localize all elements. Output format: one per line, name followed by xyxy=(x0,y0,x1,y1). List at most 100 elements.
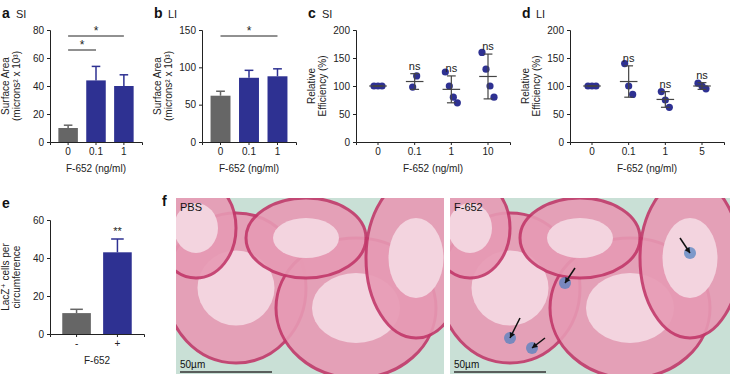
point xyxy=(490,94,497,101)
micrograph-body xyxy=(450,198,730,374)
figure-root: 02040608000.11**aSISurface Area(microns²… xyxy=(0,0,732,378)
tissue xyxy=(450,198,510,278)
arrow xyxy=(565,268,575,283)
bar xyxy=(239,78,259,142)
y-tick-mark xyxy=(47,86,50,87)
x-tick: 1 xyxy=(275,142,281,157)
y-tick: 100 xyxy=(333,81,356,92)
annotation: ns xyxy=(409,60,421,72)
y-tick-label: 40 xyxy=(33,253,45,264)
error-bar-stem xyxy=(123,75,125,86)
x-axis-line xyxy=(51,143,143,146)
y-axis-line xyxy=(47,31,51,143)
x-tick-label: 0.1 xyxy=(242,146,256,157)
error-bar-cap xyxy=(484,53,493,54)
chart-title: SI xyxy=(322,8,332,20)
x-tick-label: 0.1 xyxy=(89,146,103,157)
y-axis: 050100150200 xyxy=(547,25,570,148)
x-tick-mark xyxy=(117,334,118,337)
scale-bar-label: 50µm xyxy=(180,359,205,370)
chart-title: LI xyxy=(168,8,177,20)
error-bar-stem xyxy=(277,69,279,76)
y-tick-label: 20 xyxy=(33,109,45,120)
x-tick: 1 xyxy=(663,142,669,157)
tissue-lumen xyxy=(389,218,444,298)
y-tick-label: 200 xyxy=(547,25,564,36)
error-bar xyxy=(245,70,254,77)
x-tick-mark xyxy=(123,142,124,145)
micrograph: PBS50µm xyxy=(156,178,466,378)
x-tick-label: 0.1 xyxy=(408,146,422,157)
panel-d: 05010015020000.115nsnsnsdLIRelativeEffic… xyxy=(520,5,725,174)
y-tick-mark xyxy=(353,114,356,115)
annotation: ns xyxy=(623,52,635,64)
x-tick-mark xyxy=(249,142,250,145)
error-bar xyxy=(216,91,225,95)
error-bar-stem xyxy=(451,76,452,103)
annotation: ns xyxy=(446,62,458,74)
significance-label: * xyxy=(94,24,99,38)
y-tick-mark xyxy=(353,30,356,31)
x-axis: 00.11 xyxy=(51,142,143,157)
y-tick: 60 xyxy=(33,215,50,226)
panel-e: 0204060-+**eLacZ⁺ cells percircumference… xyxy=(0,195,145,366)
x-axis-title: F-652 (ng/ml) xyxy=(219,163,279,174)
significance-label: * xyxy=(80,38,85,52)
error-bar xyxy=(64,125,73,128)
annotation: ns xyxy=(696,69,708,81)
x-tick-mark xyxy=(628,142,629,145)
y-axis: 050100150 xyxy=(179,25,202,148)
panel-letter: a xyxy=(2,5,10,21)
error-bar-cap xyxy=(447,102,456,103)
micrograph: F-65250µm xyxy=(430,178,732,378)
annotation: ns xyxy=(660,78,672,90)
bar xyxy=(103,252,132,334)
y-tick: 0 xyxy=(190,137,202,148)
x-tick-label: 0 xyxy=(218,146,224,157)
x-axis: -+ xyxy=(51,334,145,349)
y-axis-title: circumference xyxy=(11,245,22,308)
error-bar-cap xyxy=(410,89,419,90)
x-tick-mark xyxy=(488,142,489,145)
arrow xyxy=(680,238,690,253)
y-tick-mark xyxy=(353,86,356,87)
y-tick: 40 xyxy=(33,81,50,92)
x-tick-label: - xyxy=(75,338,78,349)
x-tick-label: 1 xyxy=(275,146,281,157)
y-tick-label: 200 xyxy=(333,25,350,36)
x-axis-title: F-652 xyxy=(84,355,111,366)
x-tick: + xyxy=(115,334,121,349)
y-tick-label: 60 xyxy=(33,53,45,64)
error-bar-cap xyxy=(216,90,225,92)
figure: 02040608000.11**aSISurface Area(microns²… xyxy=(0,0,732,378)
y-tick: 20 xyxy=(33,291,50,302)
arrow-head xyxy=(532,343,538,348)
y-tick-mark xyxy=(567,142,570,143)
micrograph-body xyxy=(176,198,444,374)
x-tick: 0.1 xyxy=(622,142,636,157)
x-tick-label: 0.1 xyxy=(622,146,636,157)
y-tick: 0 xyxy=(344,137,356,148)
y-axis-title: Surface Area xyxy=(0,57,11,115)
x-tick-mark xyxy=(414,142,415,145)
y-axis: 020406080 xyxy=(33,25,51,148)
x-axis-line xyxy=(203,143,297,146)
marks xyxy=(62,239,131,334)
y-tick-label: 150 xyxy=(547,53,564,64)
y-tick-mark xyxy=(47,30,50,31)
y-tick-label: 20 xyxy=(33,291,45,302)
y-axis-title: Surface Area xyxy=(152,57,163,115)
arrow xyxy=(532,338,545,348)
y-tick-mark xyxy=(199,67,202,68)
x-tick: 0 xyxy=(589,142,595,157)
error-bar-cap xyxy=(698,89,707,90)
error-bar-cap xyxy=(245,70,254,72)
x-tick: 1 xyxy=(449,142,455,157)
panel-b: 05010015000.11*bLISurface Area(microns² … xyxy=(152,5,297,174)
x-tick: 0.1 xyxy=(242,142,256,157)
tissue xyxy=(176,198,236,278)
x-tick-label: 1 xyxy=(449,146,455,157)
x-tick-mark xyxy=(76,334,77,337)
scale-bar xyxy=(454,371,546,373)
error-bar xyxy=(111,239,124,252)
